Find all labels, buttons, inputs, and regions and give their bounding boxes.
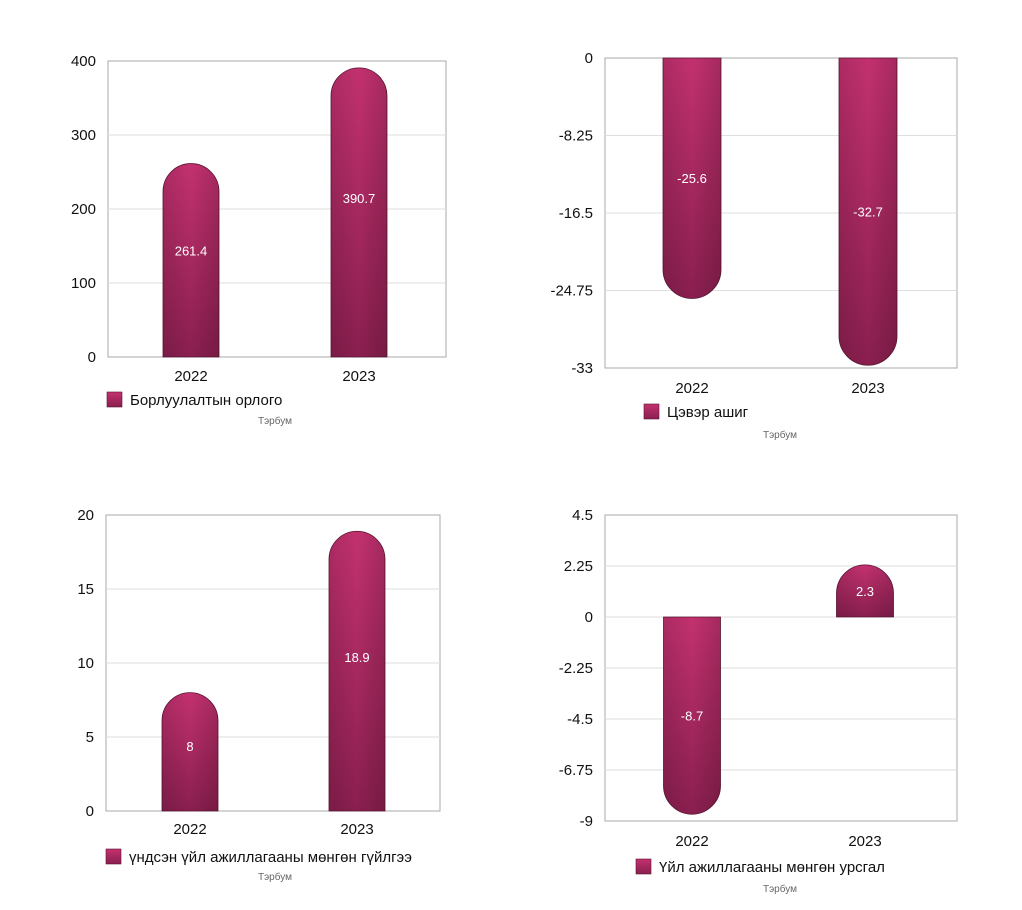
data-label: 390.7 bbox=[343, 191, 376, 206]
data-label: 261.4 bbox=[175, 244, 208, 259]
y-tick-label: 4.5 bbox=[572, 507, 593, 524]
bar-shade bbox=[329, 531, 385, 811]
y-tick-label: -16.5 bbox=[559, 205, 593, 222]
data-label: -25.6 bbox=[677, 171, 707, 186]
y-tick-label: -4.5 bbox=[567, 711, 593, 728]
y-tick-label: 15 bbox=[77, 581, 94, 598]
legend-label: Цэвэр ашиг bbox=[667, 404, 749, 421]
y-tick-label: -6.75 bbox=[559, 762, 593, 779]
x-tick-label: 2022 bbox=[173, 821, 206, 838]
y-tick-label: -33 bbox=[571, 360, 593, 377]
chart-4: 4.5 2.25 0 -2.25 -4.5 -6.75 -9 -8.7 2022 2.3 2023 Ү… bbox=[559, 507, 958, 895]
legend-swatch bbox=[643, 403, 660, 420]
y-tick-label: 10 bbox=[77, 655, 94, 672]
chart-2: 0 -8.25 -16.5 -24.75 -33 -25.6 2022 -32.7 2023 Цэ… bbox=[550, 50, 958, 441]
bar-shade bbox=[162, 692, 218, 811]
y-tick-label: -9 bbox=[580, 813, 593, 830]
x-tick-label: 2022 bbox=[675, 833, 708, 850]
y-tick-label: 0 bbox=[88, 349, 96, 366]
legend-swatch bbox=[105, 848, 122, 865]
y-tick-label: 400 bbox=[71, 53, 96, 70]
unit-label: Тэрбум bbox=[258, 871, 292, 883]
x-tick-label: 2022 bbox=[174, 368, 207, 385]
bar-shade bbox=[331, 67, 387, 357]
unit-label: Тэрбум bbox=[763, 429, 797, 441]
legend-swatch bbox=[635, 858, 652, 875]
bar-shade bbox=[836, 564, 894, 617]
x-tick-label: 2023 bbox=[342, 368, 375, 385]
legend-label: үндсэн үйл ажиллагааны мөнгөн гүйлгээ bbox=[129, 849, 412, 866]
y-tick-label: -8.25 bbox=[559, 128, 593, 145]
data-label: 18.9 bbox=[344, 650, 369, 665]
y-tick-label: 5 bbox=[86, 729, 94, 746]
y-tick-label: 20 bbox=[77, 507, 94, 524]
x-tick-label: 2023 bbox=[848, 833, 881, 850]
data-label: -32.7 bbox=[853, 205, 883, 220]
legend-label: Үйл ажиллагааны мөнгөн урсгал bbox=[659, 859, 885, 876]
y-tick-label: 100 bbox=[71, 275, 96, 292]
x-tick-label: 2023 bbox=[851, 380, 884, 397]
y-tick-label: 0 bbox=[585, 50, 593, 67]
x-tick-label: 2023 bbox=[340, 821, 373, 838]
y-tick-label: 300 bbox=[71, 127, 96, 144]
bar-shade bbox=[839, 58, 897, 366]
bar-shade bbox=[163, 163, 219, 357]
y-tick-label: 0 bbox=[86, 803, 94, 820]
chart-1: 0 100 200 300 400 261.4 2022 390.7 2023 Борлуулал… bbox=[71, 53, 447, 427]
data-label: 2.3 bbox=[856, 584, 874, 599]
y-tick-label: 2.25 bbox=[564, 558, 593, 575]
y-tick-label: -2.25 bbox=[559, 660, 593, 677]
data-label: -8.7 bbox=[681, 709, 703, 724]
data-label: 8 bbox=[186, 739, 193, 754]
y-tick-label: 200 bbox=[71, 201, 96, 218]
y-tick-label: -24.75 bbox=[550, 283, 593, 300]
y-tick-label: 0 bbox=[585, 609, 593, 626]
chart-3: 0 5 10 15 20 8 2022 18.9 2023 үндсэн үйл ажиллага… bbox=[77, 507, 441, 883]
unit-label: Тэрбум bbox=[763, 883, 797, 895]
legend-label: Борлуулалтын орлого bbox=[130, 392, 282, 409]
bar-shade bbox=[663, 617, 721, 815]
unit-label: Тэрбум bbox=[258, 415, 292, 427]
legend-swatch bbox=[106, 391, 123, 408]
x-tick-label: 2022 bbox=[675, 380, 708, 397]
bar-shade bbox=[663, 58, 721, 299]
